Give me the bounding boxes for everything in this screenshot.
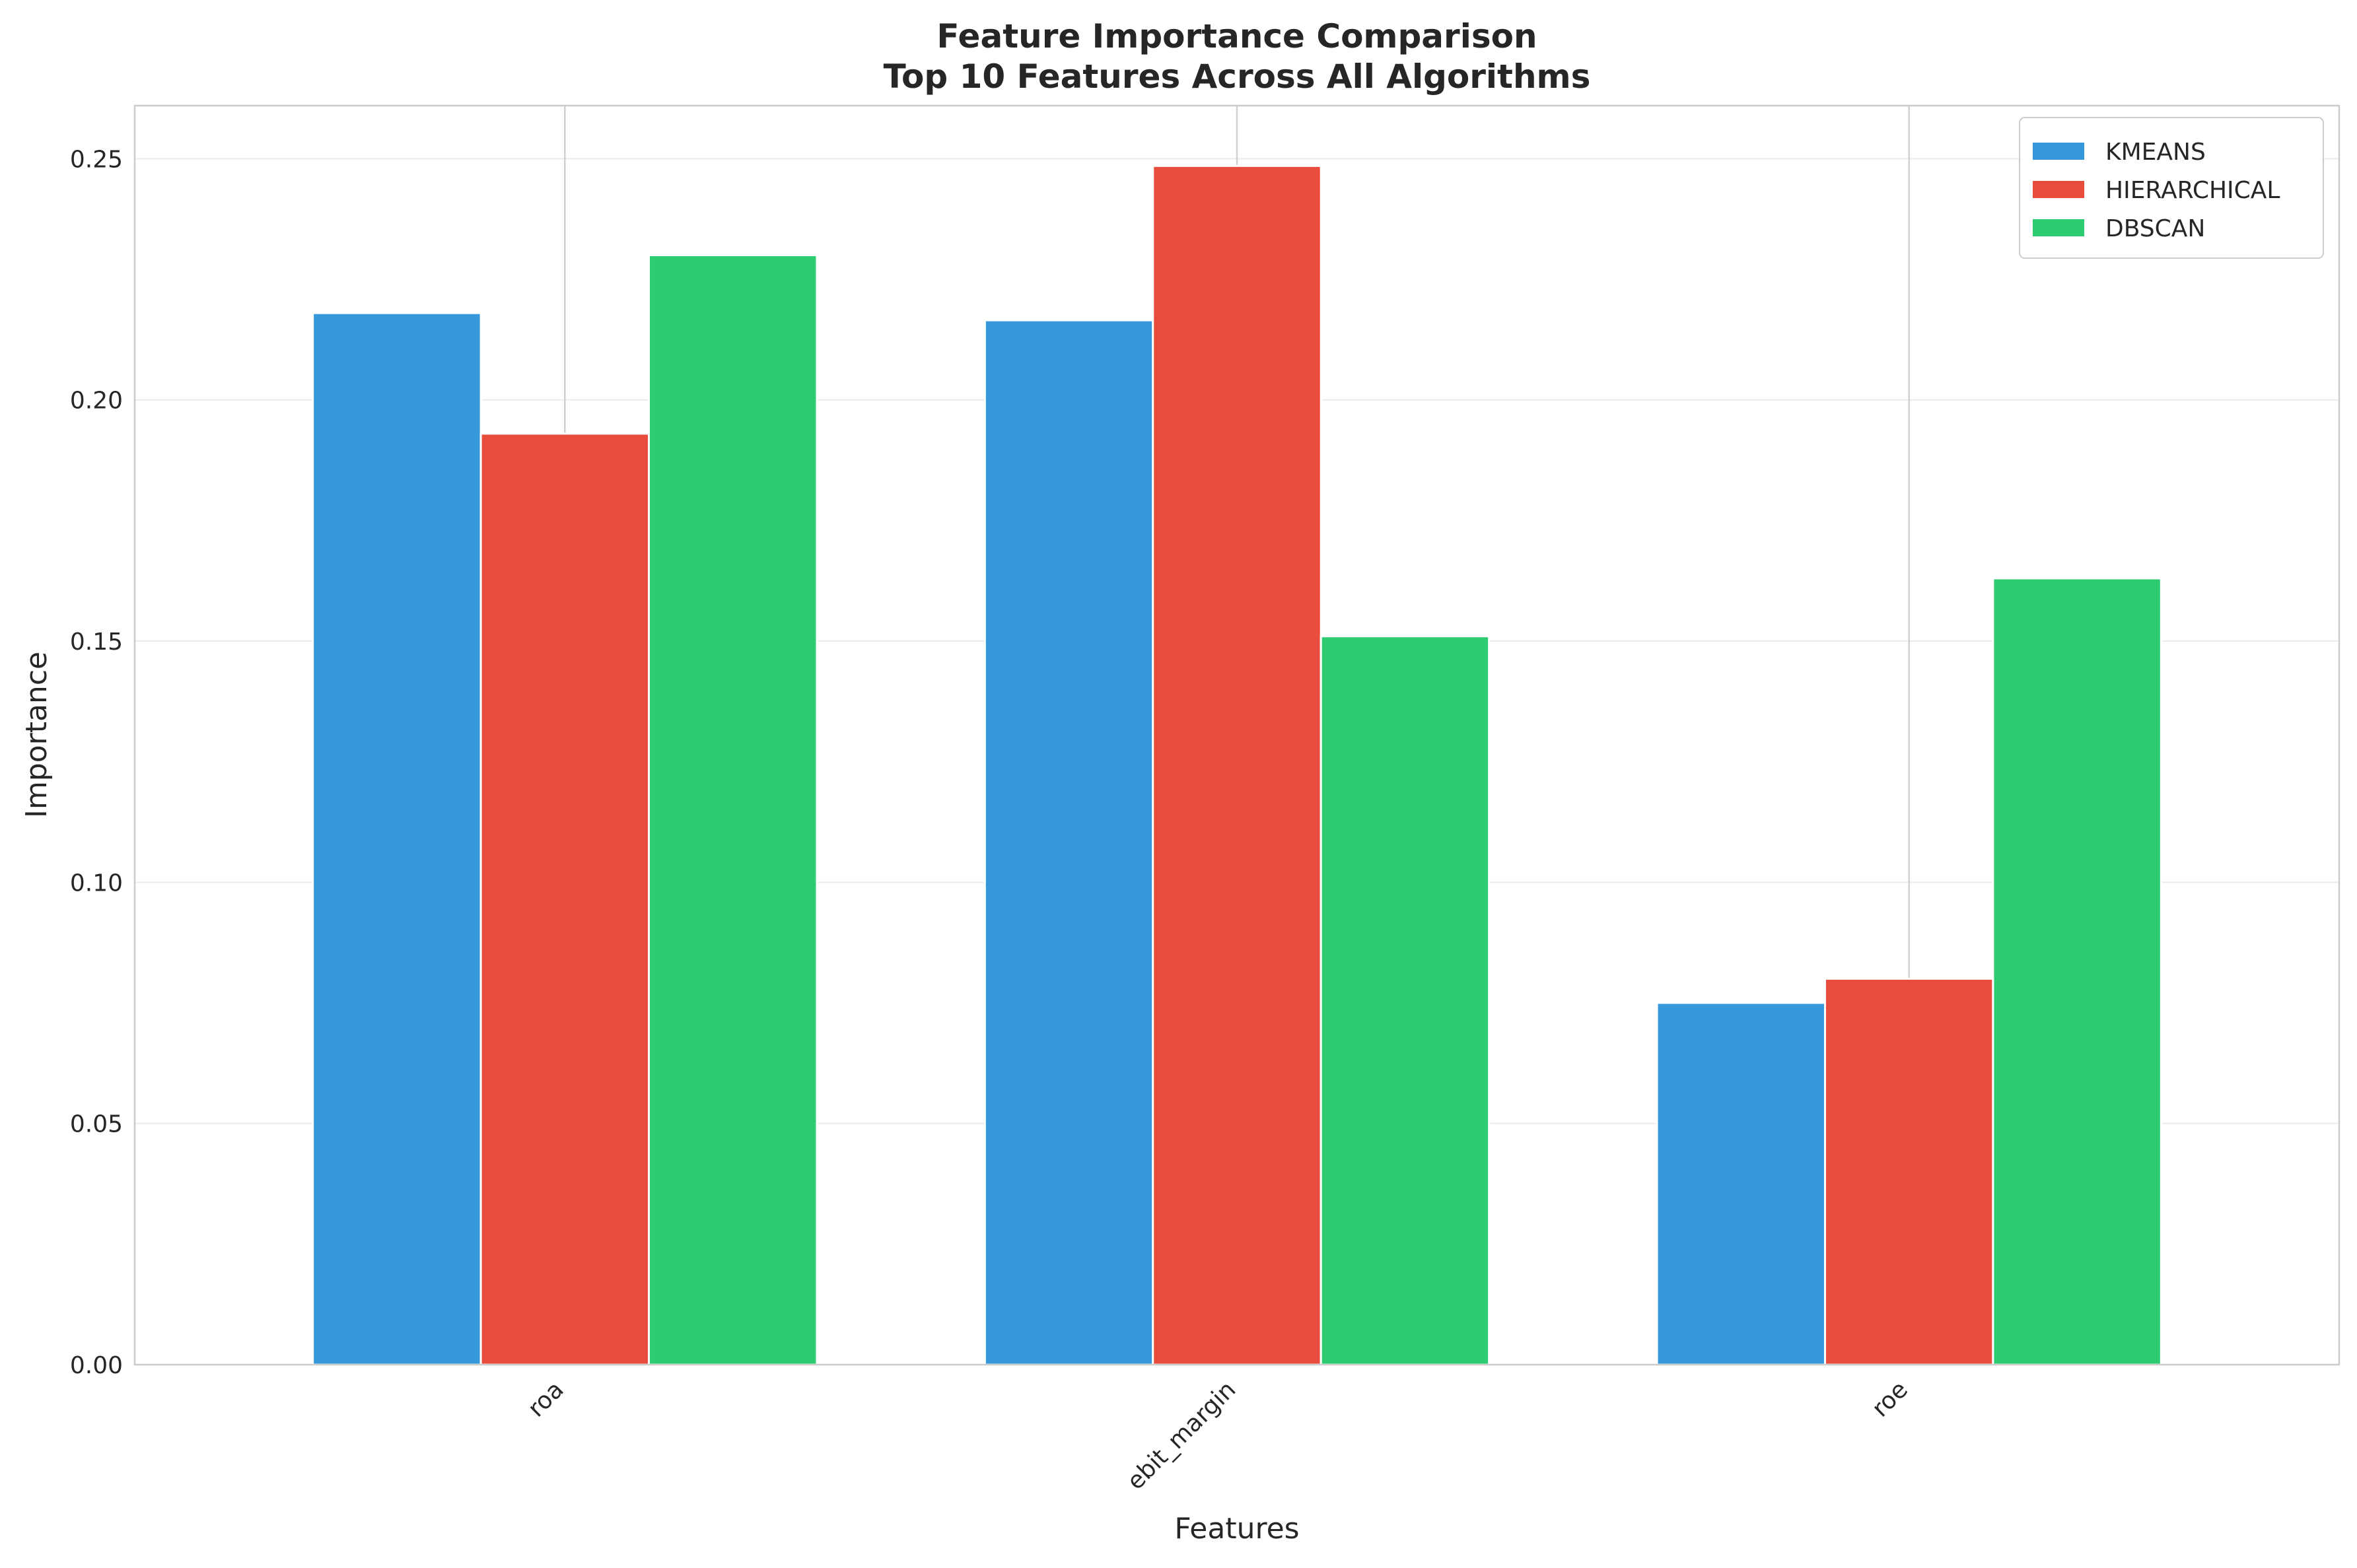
- legend-swatch-kmeans: [2033, 143, 2084, 160]
- legend-label-kmeans: KMEANS: [2105, 139, 2206, 166]
- bar-hierarchical-ebit_margin: [1152, 164, 1322, 1366]
- bar-dbscan-roe: [1992, 577, 2162, 1366]
- y-tick-label: 0.05: [70, 1111, 123, 1138]
- y-tick-label: 0.20: [70, 388, 123, 415]
- plot-frame: [133, 104, 2340, 1366]
- y-tick-label: 0.15: [70, 629, 123, 656]
- y-tick-label: 0.00: [70, 1352, 123, 1379]
- legend-label-dbscan: DBSCAN: [2105, 215, 2205, 242]
- chart-title-line-2: Top 10 Features Across All Algorithms: [884, 57, 1591, 96]
- bar-hierarchical-roe: [1823, 977, 1994, 1366]
- legend: KMEANS HIERARCHICAL DBSCAN: [2019, 117, 2324, 259]
- legend-label-hierarchical: HIERARCHICAL: [2105, 177, 2280, 204]
- y-tick-label: 0.25: [70, 146, 123, 173]
- y-tick-labels: 0.00 0.05 0.10 0.15 0.20 0.25: [70, 146, 123, 1379]
- y-axis-label: Importance: [20, 652, 53, 818]
- bar-dbscan-ebit_margin: [1319, 635, 1491, 1366]
- y-tick-label: 0.10: [70, 869, 123, 897]
- chart-title-line-1: Feature Importance Comparison: [936, 17, 1537, 55]
- bars-layer: [312, 164, 2162, 1366]
- bar-dbscan-roa: [648, 254, 818, 1366]
- x-axis-label: Features: [1174, 1512, 1299, 1546]
- legend-swatch-hierarchical: [2033, 181, 2084, 198]
- bar-kmeans-roa: [312, 312, 482, 1366]
- legend-box: [2019, 117, 2324, 259]
- bar-hierarchical-roa: [479, 432, 651, 1366]
- bar-kmeans-roe: [1656, 1002, 1826, 1366]
- bar-kmeans-ebit_margin: [983, 319, 1154, 1366]
- legend-swatch-dbscan: [2033, 219, 2084, 236]
